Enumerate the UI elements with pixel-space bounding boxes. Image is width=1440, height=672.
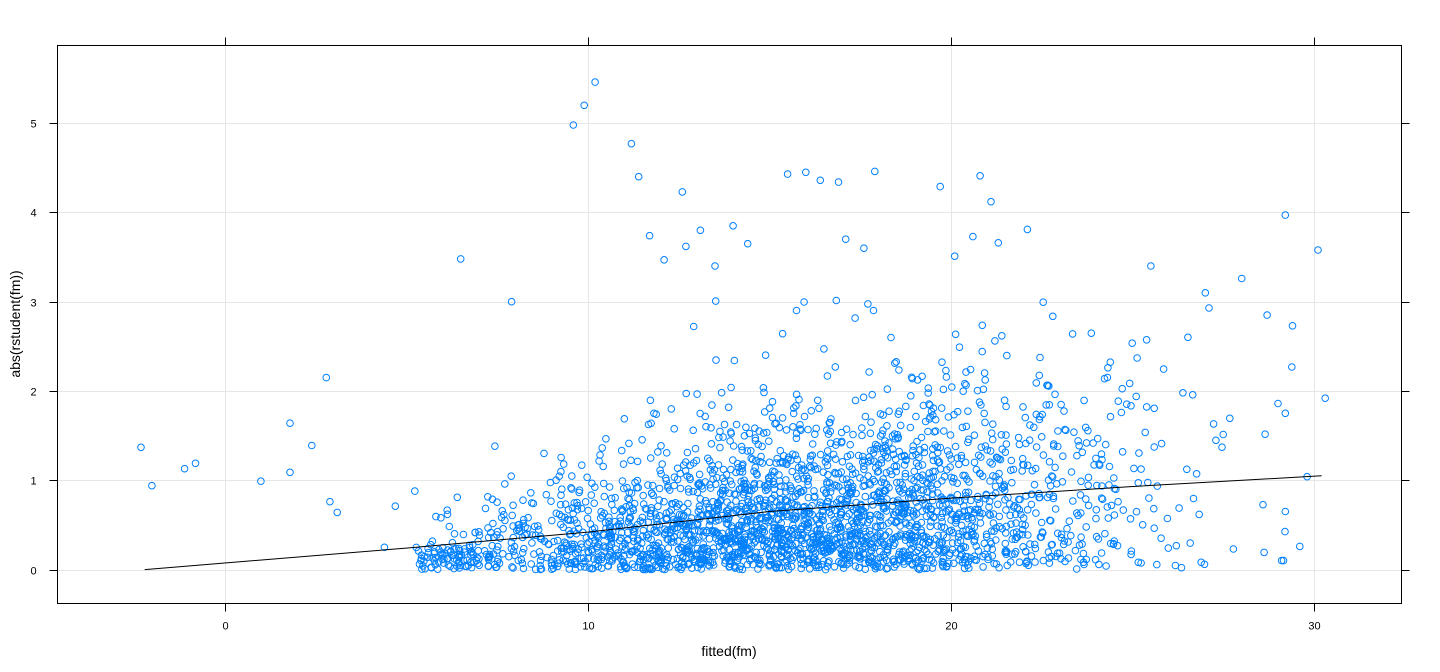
plot-panel-border — [57, 45, 1402, 604]
y-tick-label: 3 — [30, 298, 36, 310]
x-tick-label: 10 — [582, 621, 594, 633]
x-axis-tick-labels: 0 10 20 30 — [222, 621, 1320, 633]
data-points — [137, 78, 1329, 574]
axis-ticks — [49, 37, 1410, 612]
y-tick-label: 0 — [30, 566, 36, 578]
y-tick-label: 4 — [30, 208, 36, 220]
loess-smooth-line — [144, 475, 1322, 571]
x-tick-label: 30 — [1308, 621, 1320, 633]
x-tick-label: 20 — [945, 621, 957, 633]
y-tick-label: 2 — [30, 387, 36, 399]
y-tick-label: 1 — [30, 476, 36, 488]
x-axis-title: fitted(fm) — [701, 643, 756, 659]
y-axis-title: abs(rstudent(fm)) — [7, 270, 23, 377]
y-axis-tick-labels: 0 1 2 3 4 5 — [30, 119, 36, 578]
y-tick-label: 5 — [30, 119, 36, 131]
x-tick-label: 0 — [222, 621, 228, 633]
